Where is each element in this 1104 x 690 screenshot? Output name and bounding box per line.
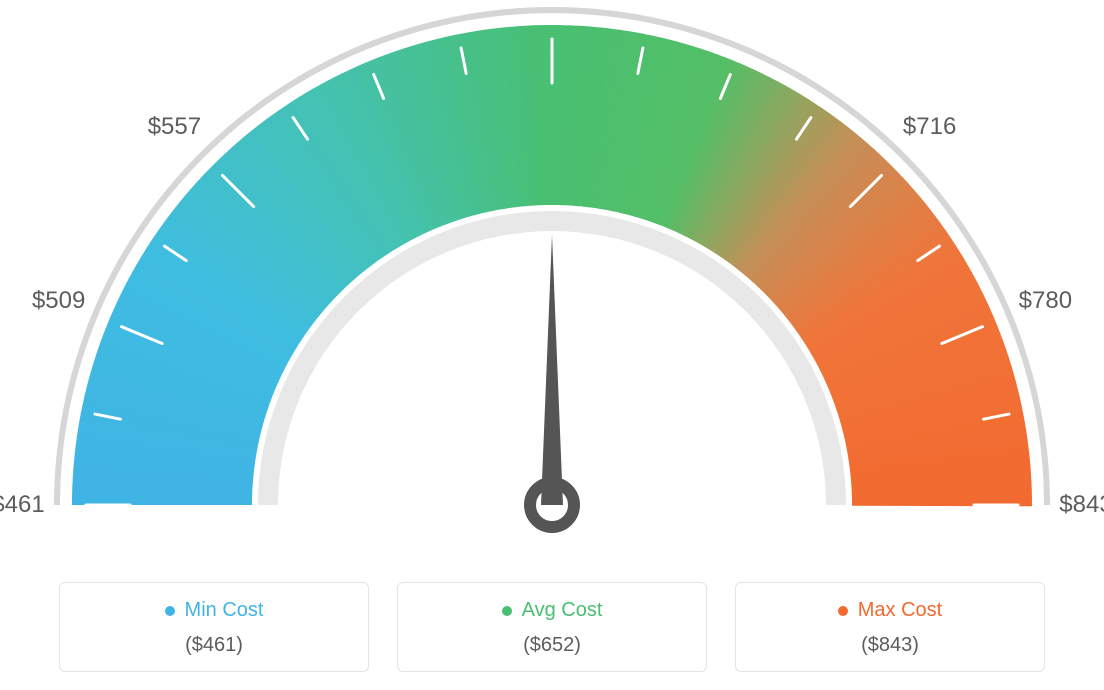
legend-title-text: Min Cost [185,599,264,622]
legend-title-max: Max Cost [838,599,942,622]
legend-title-min: Min Cost [165,599,264,622]
dot-icon [502,606,512,616]
dot-icon [838,606,848,616]
legend-card-min: Min Cost ($461) [59,582,369,672]
gauge-tick-label: $557 [148,113,201,141]
gauge-tick-label: $509 [32,287,85,315]
legend-title-text: Avg Cost [522,599,603,622]
legend-value-avg: ($652) [398,634,706,657]
legend-value-min: ($461) [60,634,368,657]
legend-card-max: Max Cost ($843) [735,582,1045,672]
gauge-tick-label: $716 [903,113,956,141]
legend-value-max: ($843) [736,634,1044,657]
gauge-svg [0,0,1104,560]
gauge-chart: $461$509$557$652$716$780$843 [0,0,1104,560]
gauge-tick-label: $461 [0,491,45,519]
legend-title-avg: Avg Cost [502,599,603,622]
legend-card-avg: Avg Cost ($652) [397,582,707,672]
gauge-tick-label: $843 [1059,491,1104,519]
legend-row: Min Cost ($461) Avg Cost ($652) Max Cost… [0,582,1104,672]
dot-icon [165,606,175,616]
gauge-tick-label: $780 [1019,287,1072,315]
legend-title-text: Max Cost [858,599,942,622]
